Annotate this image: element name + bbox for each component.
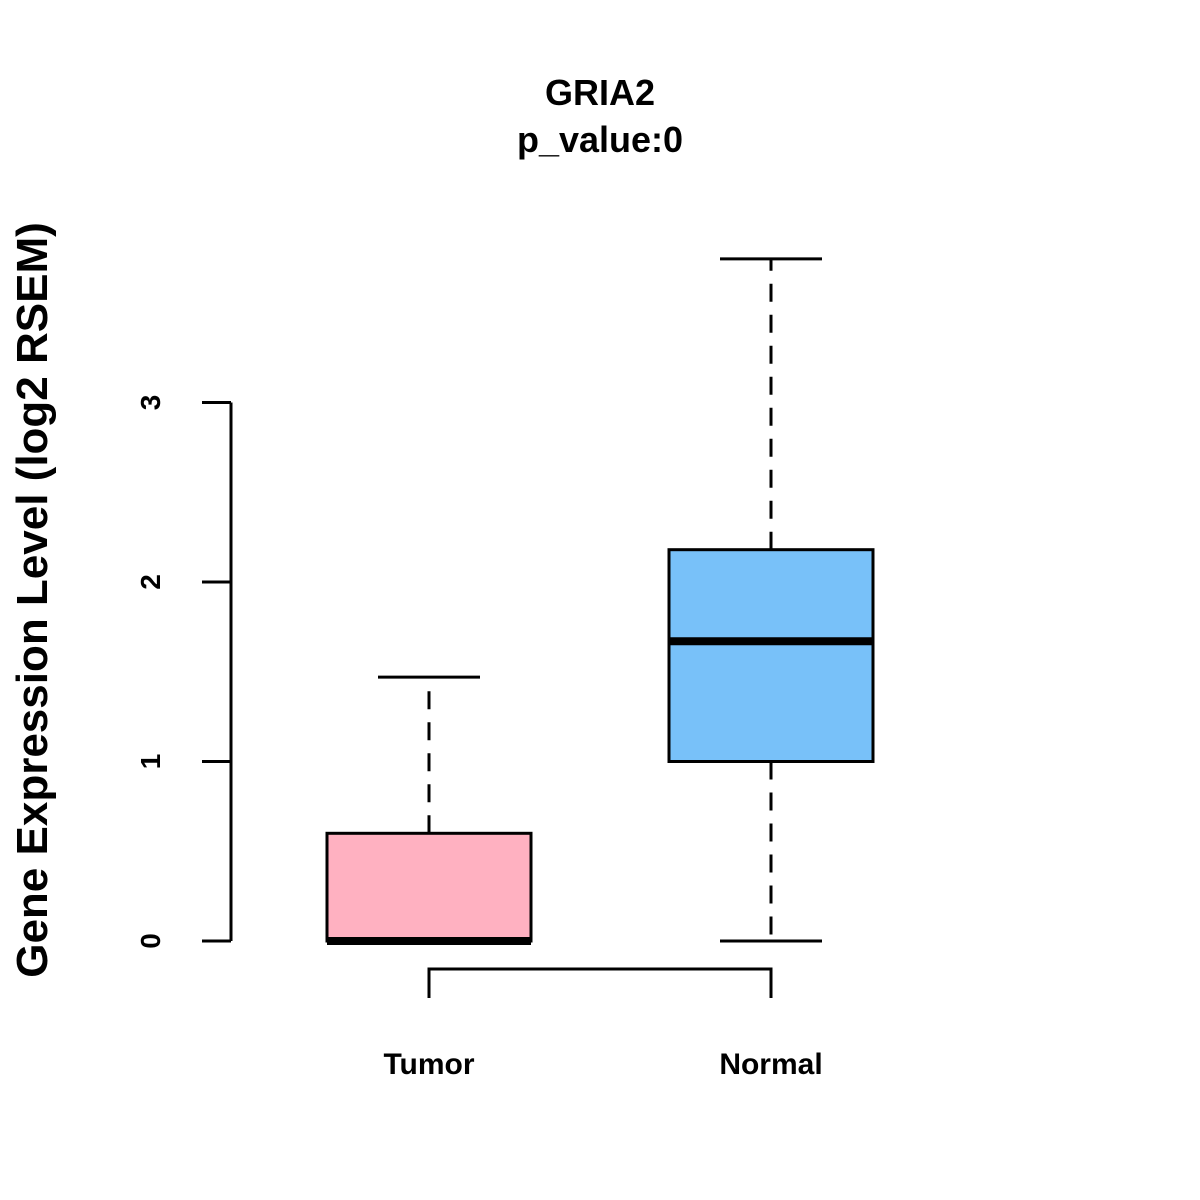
chart-title: GRIA2 bbox=[545, 72, 655, 113]
y-tick-label: 0 bbox=[135, 933, 166, 949]
box-rect bbox=[325, 831, 533, 943]
category-label-tumor: Tumor bbox=[383, 1048, 474, 1081]
y-tick-label: 1 bbox=[135, 754, 166, 770]
y-tick-label: 2 bbox=[135, 574, 166, 590]
y-axis-label: Gene Expression Level (log2 RSEM) bbox=[8, 222, 57, 978]
box-rect bbox=[667, 548, 875, 763]
bracket-line bbox=[427, 967, 773, 998]
category-label-normal: Normal bbox=[719, 1048, 822, 1081]
box-tumor bbox=[325, 675, 533, 945]
y-axis: 0 1 2 3 bbox=[135, 395, 233, 949]
chart-subtitle: p_value:0 bbox=[517, 119, 683, 160]
boxes bbox=[325, 257, 875, 945]
comparison-bracket bbox=[427, 967, 773, 998]
box-normal bbox=[667, 257, 875, 943]
category-labels: Tumor Normal bbox=[383, 1048, 822, 1081]
y-tick-label: 3 bbox=[135, 395, 166, 411]
